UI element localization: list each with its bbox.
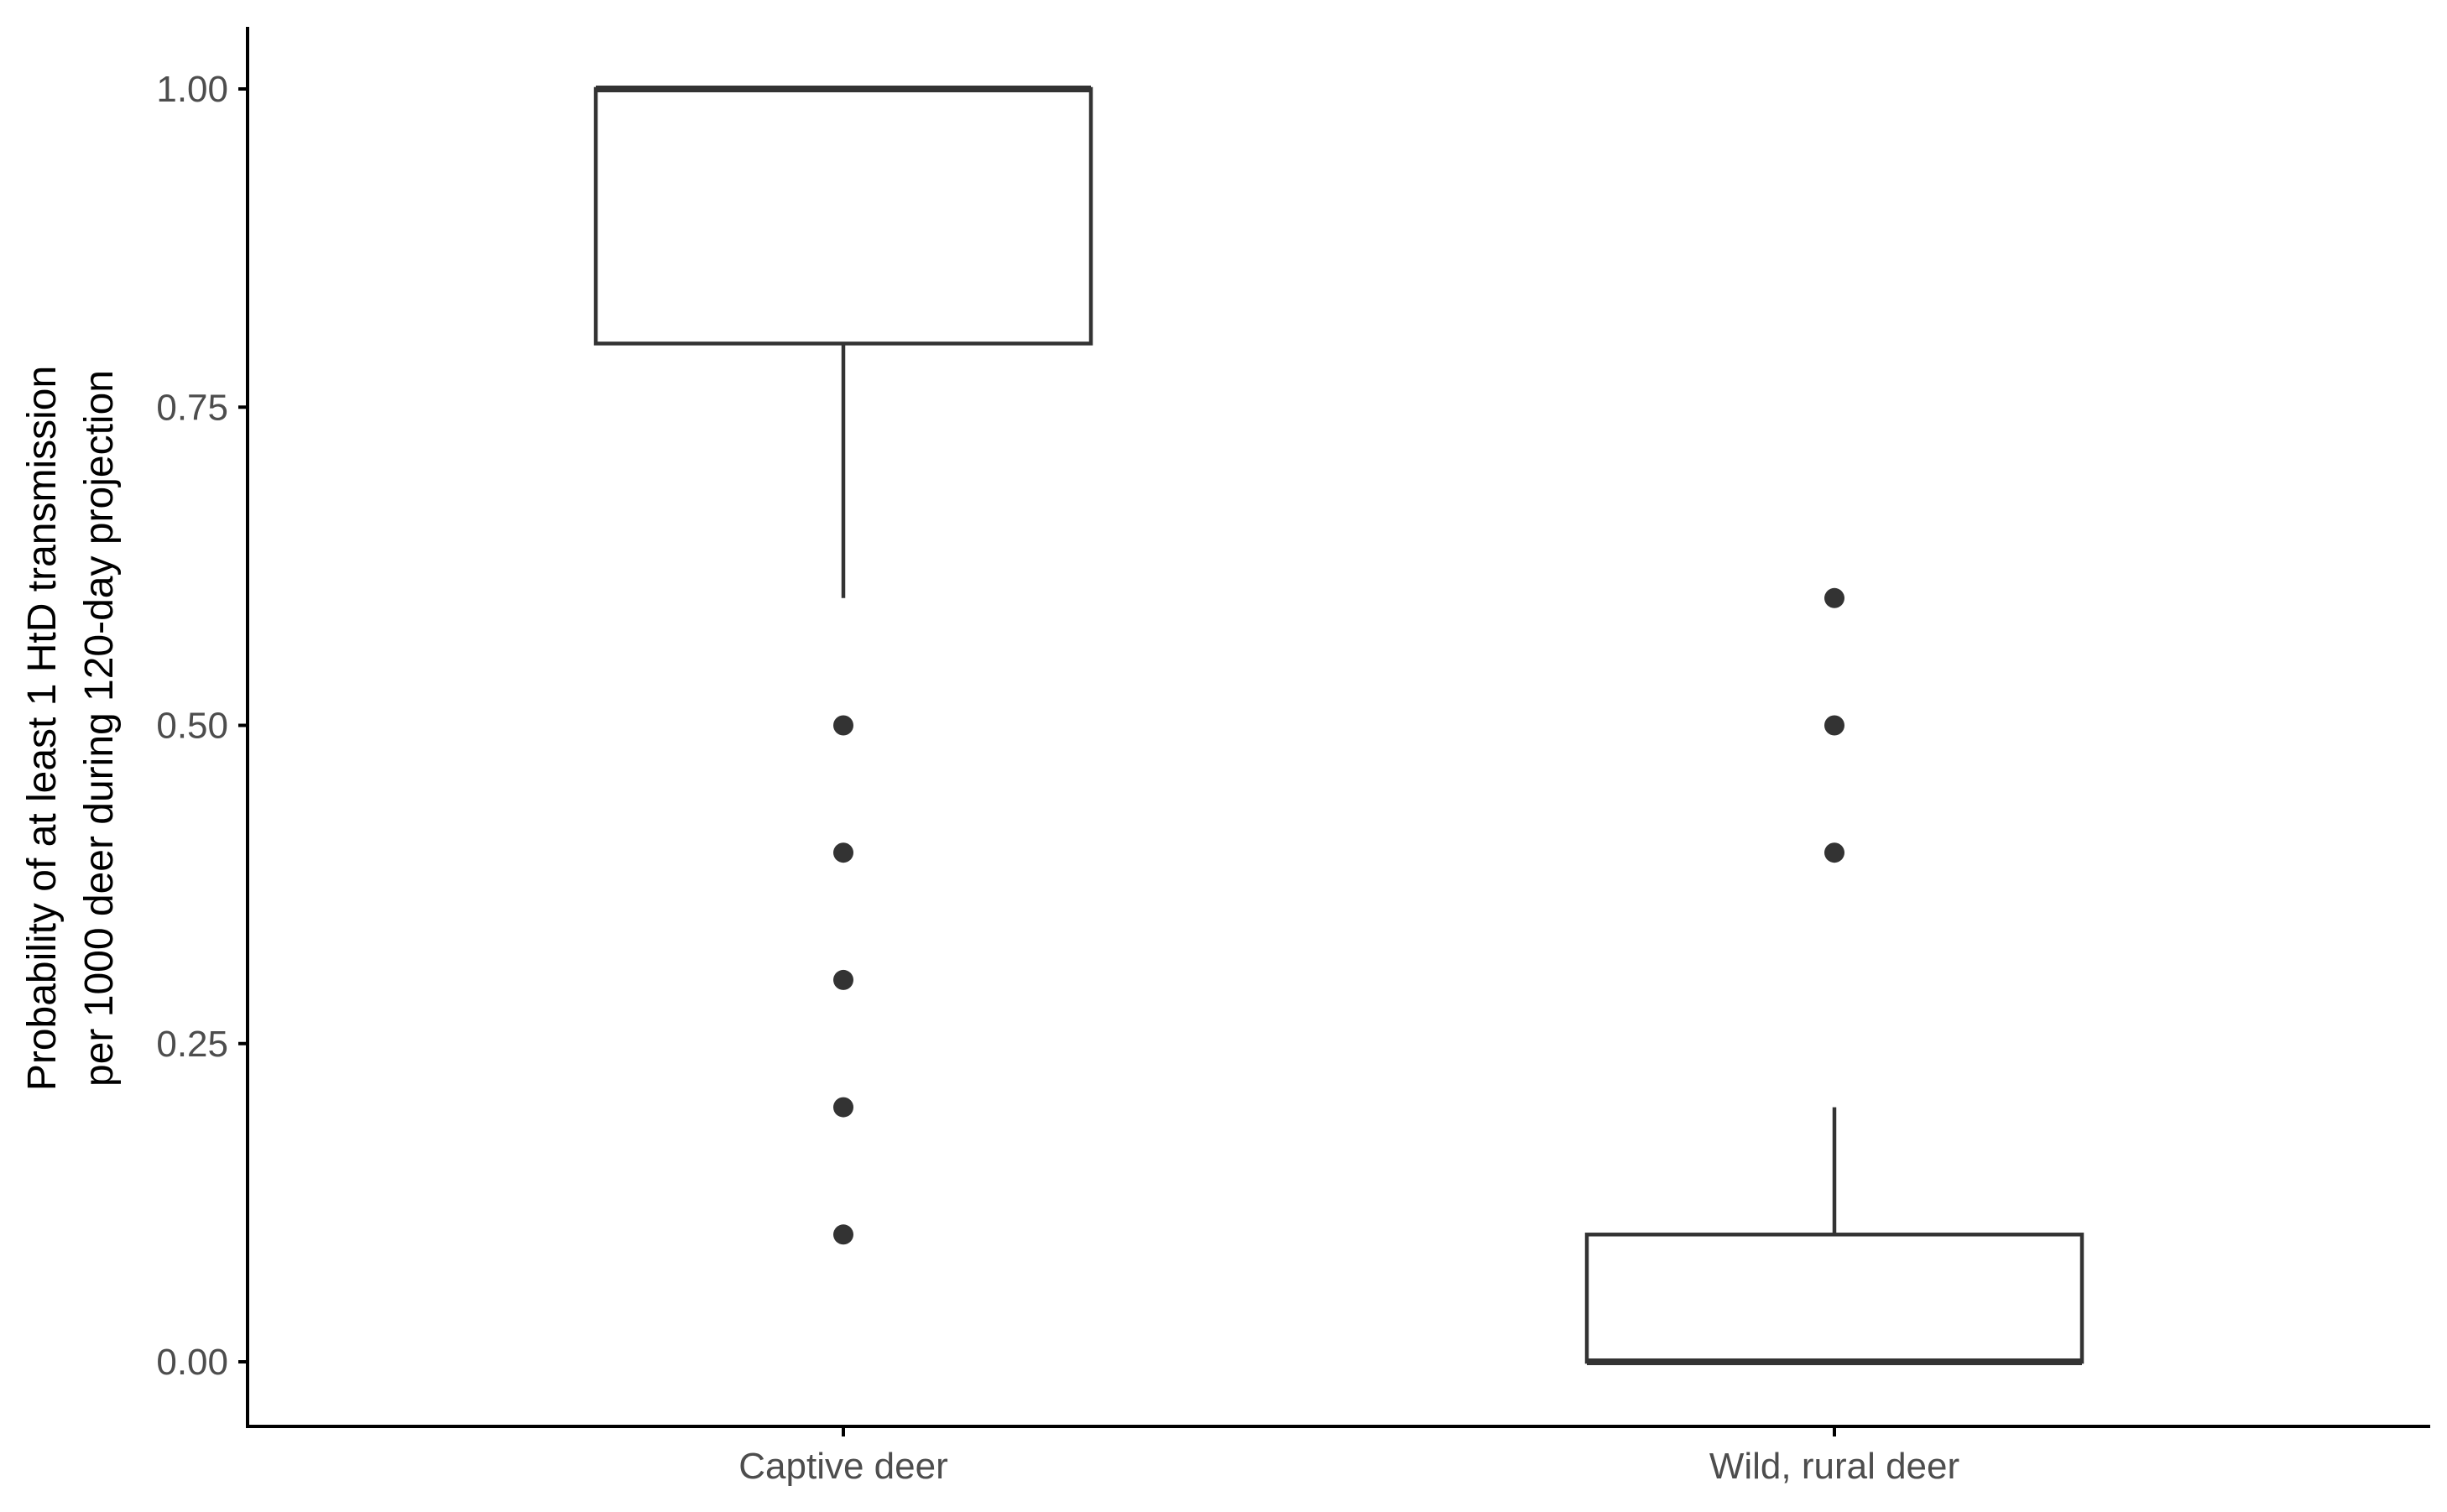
y-axis-title: Probability of at least 1 HtD transmissi… — [20, 366, 122, 1091]
box-group — [1584, 587, 2084, 1365]
y-axis-title-line-1: Probability of at least 1 HtD transmissi… — [20, 366, 65, 1091]
box-outlier-point — [1824, 842, 1844, 863]
box-outlier-point — [1824, 587, 1844, 608]
box-body — [1584, 1233, 2084, 1364]
box-outlier-point — [833, 969, 853, 990]
box-outlier-point — [1824, 715, 1844, 736]
y-axis-title-line-2: per 1000 deer during 120-day projection — [77, 370, 122, 1087]
y-axis-ticks: 0.00 0.25 0.50 0.75 1.00 — [156, 69, 248, 1383]
x-axis-ticks: Captive deer Wild, rural deer — [738, 1426, 1959, 1487]
y-tick-label: 0.50 — [156, 706, 228, 747]
box-outlier-point — [833, 1224, 853, 1245]
y-tick-label: 0.25 — [156, 1024, 228, 1065]
y-tick-label: 0.75 — [156, 387, 228, 428]
box-group — [593, 86, 1093, 1245]
y-tick-label: 0.00 — [156, 1342, 228, 1383]
x-tick-label: Captive deer — [738, 1446, 947, 1487]
box-outlier-point — [833, 1097, 853, 1118]
boxplot-boxes — [593, 86, 2084, 1365]
box-outlier-point — [833, 842, 853, 863]
box-body — [593, 86, 1093, 346]
y-tick-label: 1.00 — [156, 69, 228, 110]
box-outlier-point — [833, 715, 853, 736]
x-tick-label: Wild, rural deer — [1709, 1446, 1959, 1487]
